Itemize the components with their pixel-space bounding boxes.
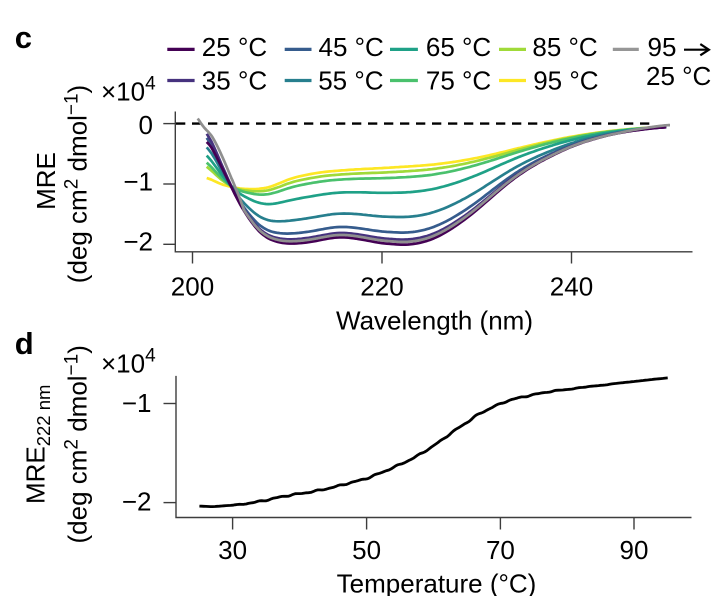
svg-text:d: d [15,326,34,361]
svg-text:−1: −1 [122,388,152,418]
svg-text:70: 70 [486,535,515,565]
svg-text:(deg cm2 dmol−1): (deg cm2 dmol−1) [62,85,93,283]
svg-text:25 °C: 25 °C [646,61,711,91]
svg-text:200: 200 [171,271,214,301]
svg-text:75 °C: 75 °C [426,65,491,95]
svg-text:240: 240 [550,271,593,301]
svg-text:c: c [15,20,32,55]
svg-text:−1: −1 [123,167,153,197]
svg-text:220: 220 [360,271,403,301]
svg-text:−2: −2 [122,487,152,517]
svg-text:−2: −2 [123,227,153,257]
svg-text:45 °C: 45 °C [319,32,384,62]
svg-text:Temperature (°C): Temperature (°C) [337,569,537,597]
svg-text:95: 95 [648,32,677,62]
svg-text:90: 90 [620,535,649,565]
svg-text:Wavelength (nm): Wavelength (nm) [336,306,533,336]
svg-text:(deg cm2 dmol−1): (deg cm2 dmol−1) [62,345,93,543]
svg-text:85 °C: 85 °C [532,32,597,62]
svg-text:MRE: MRE [31,152,61,210]
svg-text:25 °C: 25 °C [202,32,267,62]
svg-text:0: 0 [139,110,153,140]
svg-text:50: 50 [352,535,381,565]
svg-text:35 °C: 35 °C [202,65,267,95]
svg-text:65 °C: 65 °C [426,32,491,62]
svg-text:55 °C: 55 °C [318,65,383,95]
svg-text:95 °C: 95 °C [533,65,598,95]
svg-text:30: 30 [218,535,247,565]
